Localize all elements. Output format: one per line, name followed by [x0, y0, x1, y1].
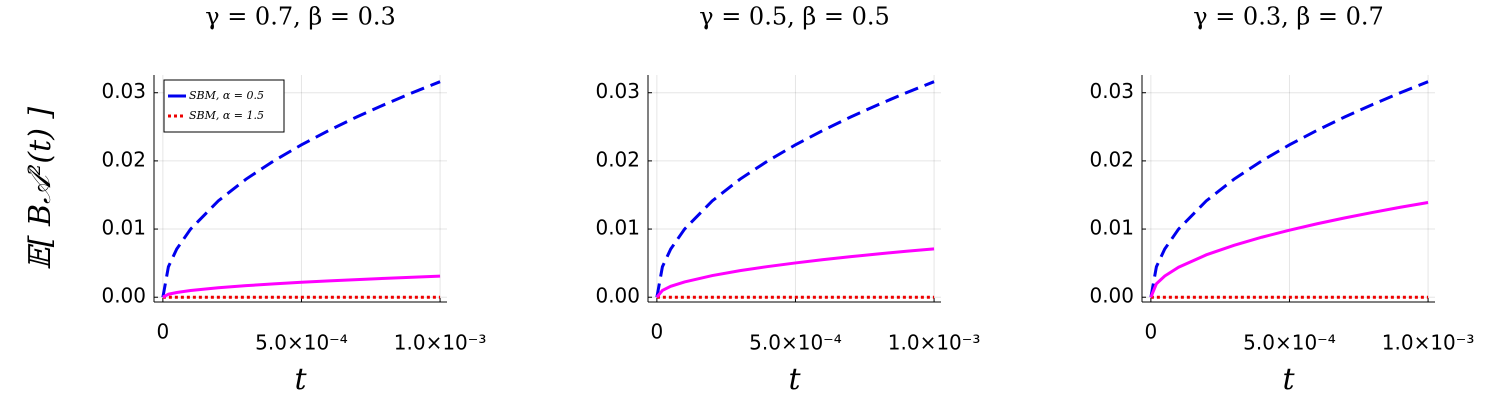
x-tick-label: 0: [157, 320, 170, 344]
y-tick-label: 0.00: [101, 284, 146, 308]
x-tick-label: 5.0×10⁻⁴: [255, 331, 348, 355]
y-tick-label: 0.01: [101, 216, 146, 240]
series-line: [162, 274, 441, 299]
y-tick-label: 0.03: [595, 79, 640, 103]
series-line: [1149, 80, 1429, 298]
x-tick-label: 1.0×10⁻³: [1382, 331, 1475, 355]
y-tick-label: 0.00: [595, 284, 640, 308]
x-tick-label: 5.0×10⁻⁴: [1243, 331, 1336, 355]
x-tick-label: 5.0×10⁻⁴: [749, 331, 842, 355]
y-tick-label: 0.01: [1089, 216, 1134, 240]
y-tick-label: 0.02: [595, 147, 640, 171]
x-axis-label: t: [1282, 362, 1295, 397]
series-line: [655, 80, 935, 298]
legend-label: SBM, α = 1.5: [189, 109, 264, 122]
x-tick-label: 1.0×10⁻³: [888, 331, 981, 355]
x-tick-label: 0: [1145, 320, 1158, 344]
chart-title: γ = 0.3, β = 0.7: [1193, 3, 1384, 31]
legend-box: [163, 79, 285, 133]
series-line: [161, 80, 441, 298]
chart-title: γ = 0.7, β = 0.3: [205, 3, 396, 31]
y-tick-label: 0.03: [101, 79, 146, 103]
y-tick-label: 0.02: [1089, 147, 1134, 171]
chart-title: γ = 0.5, β = 0.5: [699, 3, 890, 31]
x-axis-label: t: [788, 362, 801, 397]
x-axis-label: t: [294, 362, 307, 397]
y-tick-label: 0.01: [595, 216, 640, 240]
series-line: [1149, 200, 1429, 298]
y-axis-label: 𝔼[ B𝒜²(t) ]: [23, 107, 58, 271]
x-tick-label: 0: [651, 320, 664, 344]
series-line: [655, 247, 935, 299]
y-tick-label: 0.02: [101, 147, 146, 171]
legend-label: SBM, α = 0.5: [189, 89, 264, 102]
x-tick-label: 1.0×10⁻³: [394, 331, 487, 355]
y-tick-label: 0.00: [1089, 284, 1134, 308]
y-tick-label: 0.03: [1089, 79, 1134, 103]
